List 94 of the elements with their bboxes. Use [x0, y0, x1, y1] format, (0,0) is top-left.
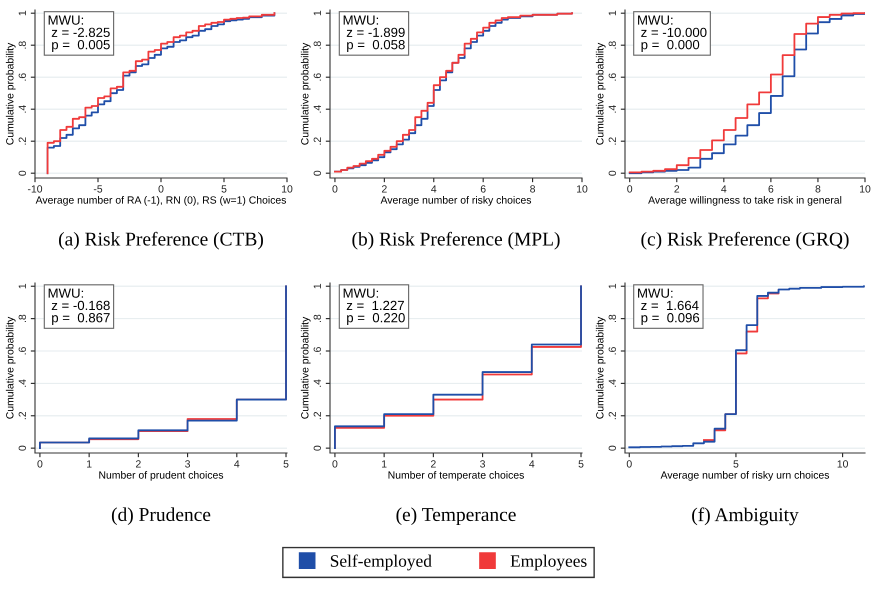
x-tick-label: 2 — [430, 460, 436, 468]
y-tick-label: 0 — [18, 446, 26, 451]
y-axis-title: Cumulative probability — [6, 316, 16, 419]
x-tick-label: 0 — [626, 460, 632, 468]
text: (c) Risk Preference (GRQ) — [641, 232, 849, 250]
x-tick-label: 5 — [222, 185, 226, 193]
x-tick-label: 2 — [136, 460, 141, 468]
text: (a) Risk Preference (CTB) — [59, 232, 263, 250]
y-tick-label: .8 — [608, 314, 616, 322]
x-tick-label: 0 — [37, 460, 42, 468]
annotation: MWU: z = -0.168 p = 0.867 — [48, 288, 110, 325]
y-tick-label: .6 — [314, 347, 321, 354]
x-axis-title: Number of temperate choices — [388, 471, 524, 481]
x-tick-label: 0 — [627, 185, 632, 193]
y-tick-label: 1 — [314, 284, 321, 288]
y-tick-label: .8 — [314, 41, 321, 49]
text: (d) Prudence — [112, 507, 210, 526]
y-tick-label: .4 — [608, 379, 616, 387]
y-axis-title: Cumulative probability — [596, 316, 606, 419]
y-tick-label: .6 — [18, 73, 26, 81]
y-tick-label: .2 — [18, 412, 26, 420]
x-tick-label: 8 — [815, 185, 820, 193]
x-tick-label: -10 — [28, 185, 42, 193]
x-axis-title: Number of prudent choices — [99, 471, 224, 481]
y-tick-label: .4 — [18, 105, 26, 113]
annotation: MWU: z = 1.664 p = 0.096 — [638, 288, 700, 325]
x-tick-label: 0 — [158, 185, 164, 193]
y-tick-label: .6 — [18, 347, 26, 354]
y-tick-label: 0 — [18, 170, 26, 176]
x-axis-title: Average number of risky choices — [380, 196, 532, 206]
y-tick-label: .4 — [18, 379, 26, 387]
y-tick-label: .6 — [314, 73, 321, 81]
y-tick-label: .4 — [314, 379, 321, 387]
y-tick-label: 1 — [608, 284, 616, 288]
x-tick-label: 10 — [838, 460, 848, 468]
y-tick-label: 1 — [608, 10, 616, 16]
y-tick-label: .8 — [18, 314, 26, 322]
legend-label: Self-employed — [330, 554, 432, 570]
y-axis-title: Cumulative probability — [6, 42, 16, 145]
x-tick-label: 5 — [284, 460, 288, 468]
y-tick-label: 0 — [314, 170, 321, 176]
x-tick-label: 0 — [332, 460, 338, 468]
y-tick-label: .8 — [314, 314, 321, 322]
y-tick-label: .8 — [18, 41, 26, 49]
x-tick-label: 10 — [282, 185, 292, 193]
x-axis-title: Average number of RA (-1), RN (0), RS (w=1) Choices — [36, 196, 286, 206]
y-tick-label: 1 — [18, 10, 26, 16]
annotation: MWU: z = -1.899 p = 0.058 — [344, 16, 405, 52]
x-tick-label: 2 — [674, 185, 680, 192]
x-axis-title: Average number of risky urn choices — [660, 471, 830, 481]
x-tick-label: 6 — [768, 185, 774, 193]
x-tick-label: 0 — [332, 185, 338, 193]
x-tick-label: 1 — [382, 460, 387, 468]
y-tick-label: 1 — [314, 10, 321, 16]
x-tick-label: 8 — [530, 185, 536, 193]
y-tick-label: .4 — [314, 105, 321, 113]
annotation: MWU: z = -10.000 p = 0.000 — [638, 16, 707, 52]
y-tick-label: .2 — [608, 412, 616, 420]
x-tick-label: -5 — [94, 185, 102, 193]
x-tick-label: 4 — [234, 460, 240, 468]
x-tick-label: 4 — [431, 185, 436, 192]
x-tick-label: 10 — [577, 185, 588, 193]
legend-label: Employees — [510, 554, 587, 570]
y-tick-label: .4 — [608, 105, 616, 113]
x-tick-label: 3 — [480, 460, 486, 468]
x-tick-label: 5 — [578, 460, 584, 468]
text: (e) Temperance — [396, 507, 516, 526]
annotation: MWU: z = -2.825 p = 0.005 — [48, 16, 110, 52]
x-tick-label: 10 — [860, 185, 870, 193]
text: (f) Ambiguity — [692, 507, 799, 526]
y-tick-label: 0 — [608, 170, 616, 176]
x-axis-title: Average willingness to take risk in general — [648, 196, 842, 206]
x-tick-label: 6 — [480, 185, 486, 193]
y-tick-label: .2 — [314, 137, 321, 145]
y-tick-label: 0 — [314, 446, 321, 451]
y-axis-title: Cumulative probability — [300, 42, 311, 145]
y-tick-label: 0 — [608, 446, 616, 451]
x-tick-label: 4 — [529, 460, 534, 468]
y-tick-label: 1 — [18, 284, 26, 288]
text: (b) Risk Preference (MPL) — [352, 232, 560, 250]
y-tick-label: .2 — [18, 137, 26, 145]
x-tick-label: 2 — [382, 185, 387, 192]
x-tick-label: 1 — [87, 460, 92, 468]
y-tick-label: .2 — [608, 137, 616, 145]
x-tick-label: 4 — [721, 185, 726, 192]
x-tick-label: 3 — [185, 460, 190, 468]
annotation: MWU: z = 1.227 p = 0.220 — [344, 288, 405, 325]
y-tick-label: .8 — [608, 41, 616, 49]
y-axis-title: Cumulative probability — [596, 42, 606, 145]
y-tick-label: .6 — [608, 347, 616, 354]
y-tick-label: .6 — [608, 73, 616, 81]
y-tick-label: .2 — [314, 412, 321, 420]
y-axis-title: Cumulative probability — [300, 316, 311, 419]
x-tick-label: 5 — [733, 460, 738, 468]
